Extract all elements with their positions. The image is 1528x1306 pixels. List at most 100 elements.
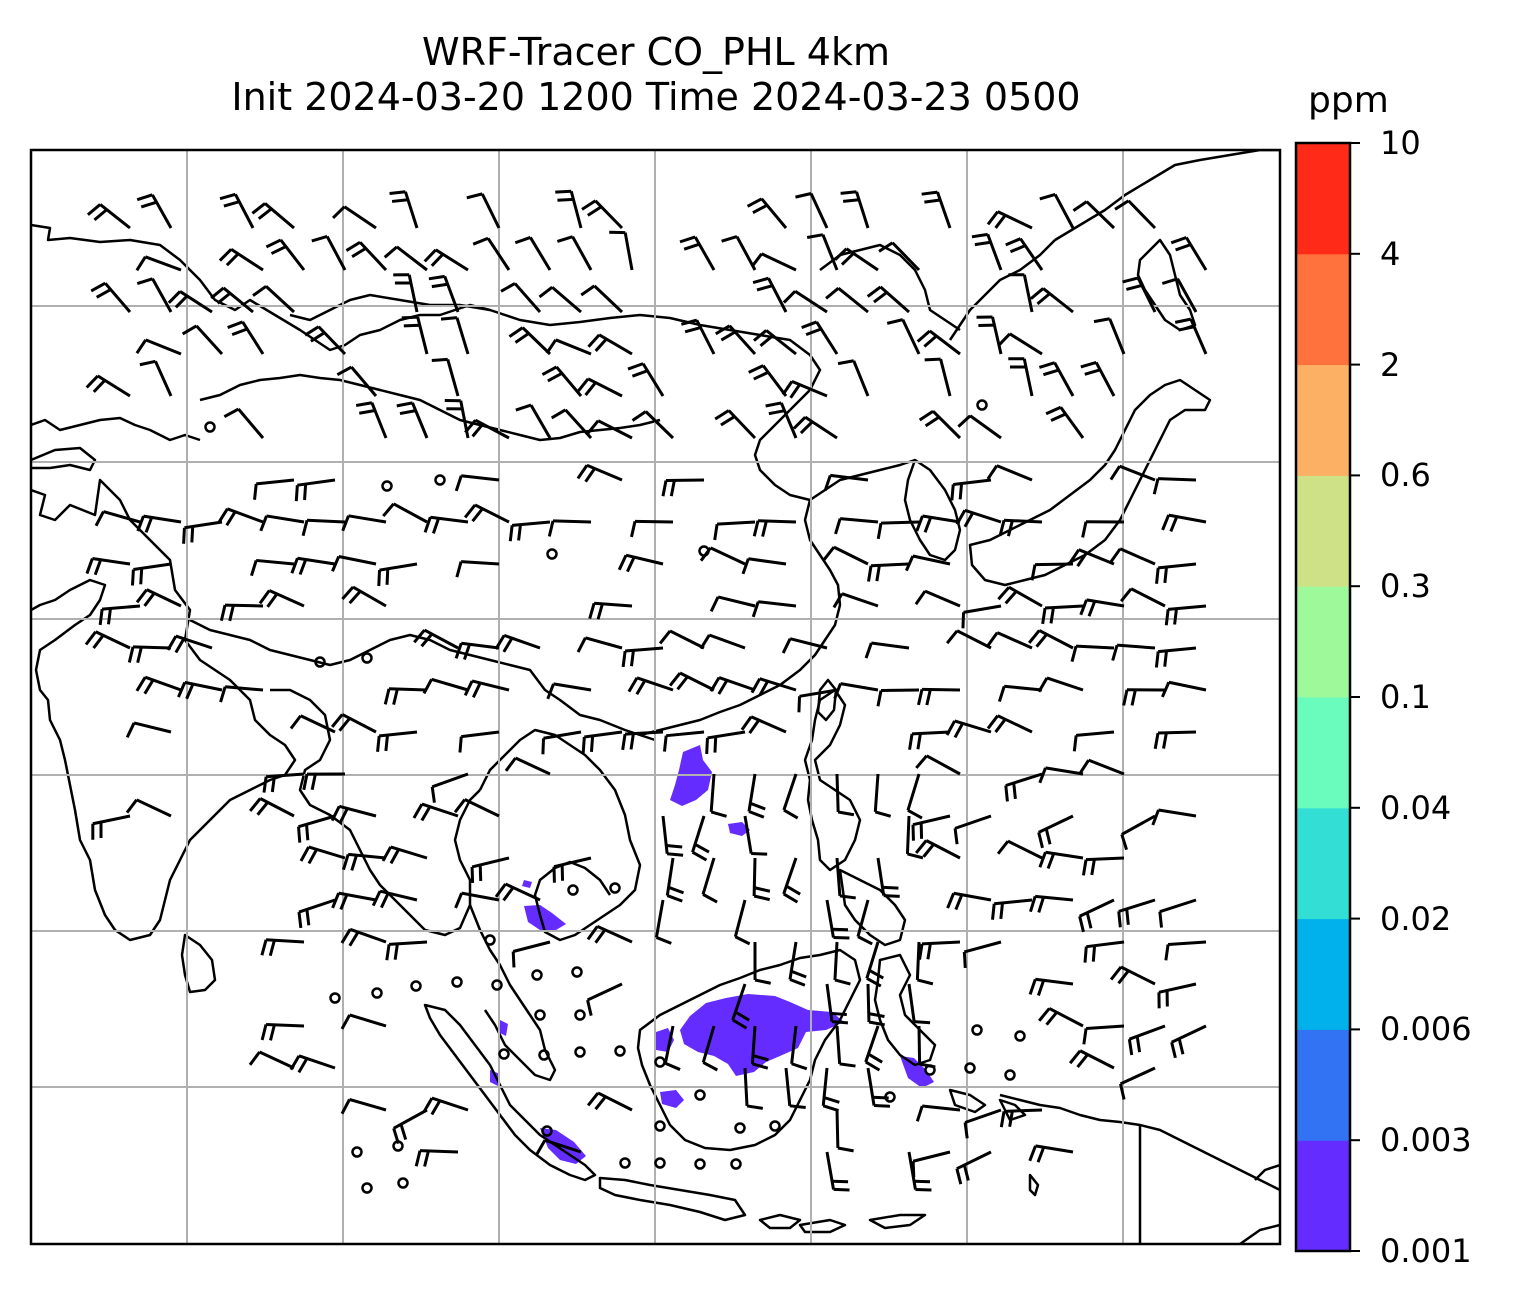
wind-barb [413, 628, 459, 650]
wind-barb [790, 1025, 808, 1071]
colorbar-tick-label: 0.001 [1380, 1232, 1472, 1270]
calm-wind-circle [694, 1089, 706, 1101]
wind-barb [423, 248, 469, 272]
wind-barb [1161, 513, 1207, 532]
wind-barb [866, 1067, 891, 1108]
wind-barb [1114, 199, 1157, 230]
wind-barb [440, 316, 470, 355]
colorbar-tick-label: 0.3 [1380, 567, 1431, 606]
wind-barb [679, 235, 716, 271]
wind-barb [1029, 287, 1074, 314]
wind-barb [1122, 688, 1166, 706]
wind-barb [431, 357, 460, 397]
wind-barb [340, 927, 387, 947]
wind-barb [253, 478, 295, 500]
wind-barb [586, 419, 633, 440]
wind-barb [396, 401, 429, 439]
wind-barb [1038, 766, 1084, 784]
colorbar-tick-label: 2 [1380, 345, 1401, 384]
wind-barb [753, 941, 771, 985]
wind-barb [986, 464, 1033, 482]
wind-barb [617, 553, 664, 573]
calm-wind-circle [451, 976, 463, 988]
wind-barb [586, 1091, 633, 1112]
wind-barb [166, 634, 213, 654]
wind-barb [1170, 1024, 1207, 1059]
wind-barb [345, 240, 388, 272]
wind-barb [825, 899, 850, 940]
wind-barb [428, 274, 460, 313]
wind-barb [127, 645, 172, 664]
wind-barb [866, 285, 910, 314]
colorbar-segment [1296, 475, 1350, 587]
wind-barb [311, 235, 347, 271]
wind-barb [691, 815, 710, 862]
wind-barb [661, 815, 684, 857]
wind-barb [658, 629, 705, 650]
wind-barb [782, 289, 828, 314]
wind-barb [957, 414, 1002, 440]
wind-barb [1037, 814, 1074, 849]
wind-barb [227, 320, 265, 355]
wind-barb [555, 189, 583, 229]
coast-new-guinea [999, 1093, 1280, 1244]
wind-barb [752, 519, 797, 537]
wind-barb [916, 329, 961, 356]
calm-wind-circle [541, 1125, 553, 1137]
wind-barb [1038, 361, 1075, 397]
wind-barb [252, 285, 296, 314]
wind-barb [748, 364, 788, 397]
calm-wind-circle [361, 1182, 373, 1194]
wind-barb [962, 940, 1002, 968]
wind-barb [999, 1108, 1043, 1128]
wind-barb [996, 839, 1043, 860]
coast-taiwan [816, 678, 838, 722]
wind-barb [125, 721, 172, 739]
wind-barb [262, 772, 305, 793]
wind-barb [331, 205, 377, 230]
calm-wind-circle [397, 1177, 409, 1189]
wind-barb [701, 1025, 719, 1072]
colorbar-segment [1296, 143, 1350, 255]
wind-barb [998, 518, 1043, 537]
wind-barb [167, 290, 213, 314]
wind-barb [340, 1098, 387, 1115]
colorbar-tick-label: 0.02 [1380, 899, 1452, 938]
wind-barb [182, 520, 223, 544]
wind-barb [915, 1104, 961, 1122]
wind-barb [752, 329, 797, 356]
wind-barb [781, 380, 828, 399]
wind-barbs [84, 189, 1208, 1194]
wind-barb [731, 983, 750, 1030]
wind-barb [84, 630, 131, 650]
wind-barb [586, 925, 633, 944]
wind-barb [463, 679, 510, 699]
wind-barb [422, 1096, 469, 1116]
wind-barb [953, 814, 992, 845]
wind-barb [1028, 977, 1074, 996]
colorbar-segment [1296, 807, 1350, 920]
wind-barb [955, 508, 1002, 528]
wind-barb [1038, 1007, 1084, 1028]
wind-barb [547, 519, 592, 537]
wind-barb [458, 730, 500, 753]
wind-barb [504, 756, 551, 776]
wind-barb [454, 641, 500, 660]
wind-barb [654, 899, 672, 945]
wind-barb [1072, 730, 1115, 752]
wind-barb [621, 646, 664, 668]
wind-barb [911, 814, 951, 841]
calm-wind-circle [534, 1009, 546, 1021]
wind-barb [823, 473, 869, 492]
wind-barb [331, 891, 377, 911]
wind-barb [341, 585, 387, 608]
wind-barb [455, 560, 500, 578]
calm-wind-circle [1004, 1069, 1016, 1081]
wind-barb [248, 1050, 295, 1070]
wind-barb [304, 325, 347, 356]
wind-barb [576, 636, 623, 653]
wind-barb [701, 857, 718, 904]
colorbar-segment [1296, 1029, 1350, 1141]
calm-wind-circle [371, 987, 383, 999]
